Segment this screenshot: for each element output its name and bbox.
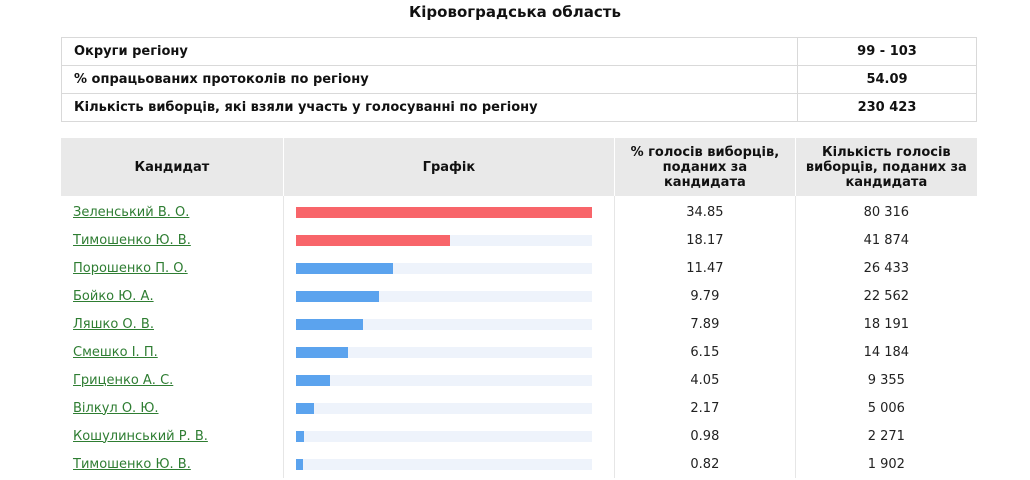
- summary-value: 230 423: [797, 93, 977, 122]
- vote-bar: [295, 458, 303, 470]
- candidate-link[interactable]: Вілкул О. Ю.: [73, 400, 159, 416]
- percent-cell: 6.15: [614, 338, 796, 366]
- candidate-row: Вілкул О. Ю. 2.17 5 006: [61, 394, 977, 422]
- bar-track: [295, 318, 592, 330]
- percent-cell: 2.17: [614, 394, 796, 422]
- chart-cell: [283, 394, 616, 422]
- bar-track: [295, 290, 592, 302]
- votes-cell: 9 355: [867, 372, 905, 388]
- percent-cell: 34.85: [614, 196, 796, 226]
- candidate-cell: Вілкул О. Ю.: [61, 394, 284, 422]
- chart-cell: [283, 282, 616, 310]
- candidate-row: Бойко Ю. А. 9.79 22 562: [61, 282, 977, 310]
- candidate-link[interactable]: Тимошенко Ю. В.: [73, 456, 191, 472]
- header-chart: Графік: [283, 138, 616, 196]
- candidate-cell: Тимошенко Ю. В.: [61, 226, 284, 254]
- candidate-cell: Зеленський В. О.: [61, 196, 284, 226]
- region-summary-table: Округи регіону 99 - 103 % опрацьованих п…: [61, 37, 977, 122]
- candidate-cell: Порошенко П. О.: [61, 254, 284, 282]
- votes-cell: 80 316: [863, 204, 910, 220]
- votes-cell: 2 271: [867, 428, 905, 444]
- chart-cell: [283, 450, 616, 478]
- candidate-row: Тимошенко Ю. В. 0.82 1 902: [61, 450, 977, 478]
- bar-track: [295, 262, 592, 274]
- votes-cell: 26 433: [863, 260, 910, 276]
- header-candidate: Кандидат: [61, 138, 284, 196]
- votes-cell: 41 874: [863, 232, 910, 248]
- candidate-cell: Смешко І. П.: [61, 338, 284, 366]
- bar-track: [295, 430, 592, 442]
- summary-value: 54.09: [797, 65, 977, 94]
- results-body: Зеленський В. О. 34.85 80 316 Тимошенко Ю. …: [61, 196, 977, 478]
- header-percent: % голосів виборців, поданих за кандидата: [614, 138, 796, 196]
- summary-row-processed: % опрацьованих протоколів по регіону 54.…: [61, 65, 977, 94]
- vote-bar: [295, 318, 363, 330]
- candidate-link[interactable]: Гриценко А. С.: [73, 372, 174, 388]
- candidate-link[interactable]: Кошулинський Р. В.: [73, 428, 208, 444]
- chart-cell: [283, 226, 616, 254]
- chart-cell: [283, 310, 616, 338]
- chart-cell: [283, 338, 616, 366]
- percent-cell: 4.05: [614, 366, 796, 394]
- candidate-cell: Тимошенко Ю. В.: [61, 450, 284, 478]
- votes-cell: 18 191: [863, 316, 910, 332]
- bar-track: [295, 458, 592, 470]
- candidate-row: Гриценко А. С. 4.05 9 355: [61, 366, 977, 394]
- candidate-cell: Кошулинський Р. В.: [61, 422, 284, 450]
- candidate-cell: Ляшко О. В.: [61, 310, 284, 338]
- summary-label: Кількість виборців, які взяли участь у г…: [61, 93, 798, 122]
- vote-bar: [295, 402, 315, 414]
- candidate-row: Ляшко О. В. 7.89 18 191: [61, 310, 977, 338]
- vote-bar: [295, 346, 349, 358]
- vote-bar: [295, 234, 451, 246]
- votes-cell: 5 006: [867, 400, 905, 416]
- candidate-row: Смешко І. П. 6.15 14 184: [61, 338, 977, 366]
- results-table: Кандидат Графік % голосів виборців, пода…: [61, 138, 977, 478]
- chart-cell: [283, 196, 616, 226]
- bar-track: [295, 374, 592, 386]
- candidate-cell: Бойко Ю. А.: [61, 282, 284, 310]
- percent-cell: 0.82: [614, 450, 796, 478]
- percent-cell: 9.79: [614, 282, 796, 310]
- votes-cell: 22 562: [863, 288, 910, 304]
- results-header-row: Кандидат Графік % голосів виборців, пода…: [61, 138, 977, 196]
- bar-track: [295, 402, 592, 414]
- candidate-link[interactable]: Зеленський В. О.: [73, 204, 190, 220]
- candidate-link[interactable]: Ляшко О. В.: [73, 316, 154, 332]
- vote-bar: [295, 262, 394, 274]
- bar-track: [295, 346, 592, 358]
- candidate-row: Зеленський В. О. 34.85 80 316: [61, 196, 977, 226]
- summary-label: Округи регіону: [61, 37, 798, 66]
- candidate-link[interactable]: Бойко Ю. А.: [73, 288, 154, 304]
- bar-track: [295, 206, 592, 218]
- candidate-link[interactable]: Смешко І. П.: [73, 344, 158, 360]
- candidate-link[interactable]: Тимошенко Ю. В.: [73, 232, 191, 248]
- votes-cell: 14 184: [863, 344, 910, 360]
- vote-bar: [295, 374, 331, 386]
- vote-bar: [295, 290, 379, 302]
- summary-label: % опрацьованих протоколів по регіону: [61, 65, 798, 94]
- candidate-link[interactable]: Порошенко П. О.: [73, 260, 188, 276]
- summary-row-districts: Округи регіону 99 - 103: [61, 37, 977, 66]
- chart-cell: [283, 366, 616, 394]
- percent-cell: 18.17: [614, 226, 796, 254]
- percent-cell: 0.98: [614, 422, 796, 450]
- votes-cell: 1 902: [867, 456, 905, 472]
- summary-row-turnout: Кількість виборців, які взяли участь у г…: [61, 93, 977, 122]
- candidate-row: Тимошенко Ю. В. 18.17 41 874: [61, 226, 977, 254]
- header-votes: Кількість голосів виборців, поданих за к…: [795, 138, 977, 196]
- percent-cell: 11.47: [614, 254, 796, 282]
- bar-track: [295, 234, 592, 246]
- vote-bar: [295, 430, 305, 442]
- percent-cell: 7.89: [614, 310, 796, 338]
- summary-value: 99 - 103: [797, 37, 977, 66]
- candidate-row: Порошенко П. О. 11.47 26 433: [61, 254, 977, 282]
- chart-cell: [283, 254, 616, 282]
- page-title: Кіровоградська область: [409, 3, 621, 21]
- vote-bar: [295, 206, 592, 218]
- candidate-cell: Гриценко А. С.: [61, 366, 284, 394]
- candidate-row: Кошулинський Р. В. 0.98 2 271: [61, 422, 977, 450]
- chart-cell: [283, 422, 616, 450]
